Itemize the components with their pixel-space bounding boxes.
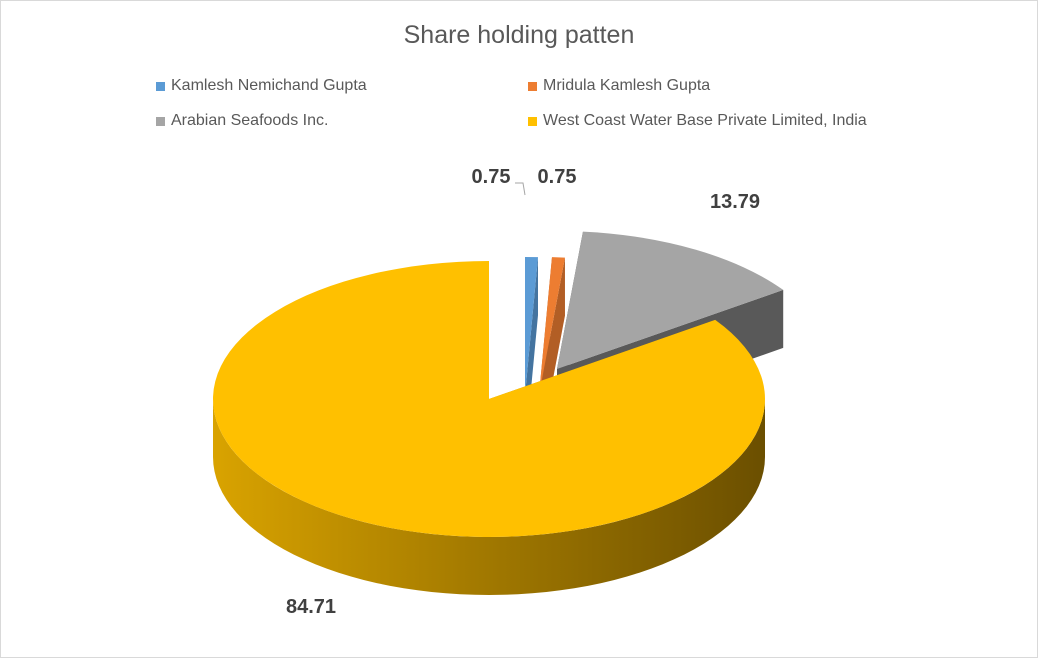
legend-item-kamlesh: Kamlesh Nemichand Gupta xyxy=(156,77,367,95)
legend-swatch-mridula xyxy=(528,81,537,91)
legend-label-mridula: Mridula Kamlesh Gupta xyxy=(543,77,711,94)
legend-item-mridula: Mridula Kamlesh Gupta xyxy=(528,77,710,95)
legend-label-arabian: Arabian Seafoods Inc. xyxy=(171,112,329,129)
slice-westcoast xyxy=(213,261,765,595)
data-label-westcoast: 84.71 xyxy=(286,596,336,618)
legend-label-kamlesh: Kamlesh Nemichand Gupta xyxy=(171,77,367,94)
slice-top-westcoast xyxy=(213,261,765,538)
data-label-mridula: 0.75 xyxy=(538,166,577,188)
slice-top-mridula xyxy=(539,257,565,395)
legend-item-arabian: Arabian Seafoods Inc. xyxy=(156,112,328,130)
data-label-arabian: 13.79 xyxy=(710,191,760,213)
slice-top-arabian xyxy=(557,231,784,369)
legend-swatch-kamlesh xyxy=(156,81,165,91)
legend-label-westcoast: West Coast Water Base Private Limited, I… xyxy=(543,112,867,129)
legend-swatch-westcoast xyxy=(528,116,537,126)
legend-swatch-arabian xyxy=(156,116,165,126)
legend-item-westcoast: West Coast Water Base Private Limited, I… xyxy=(528,112,867,130)
slice-top-kamlesh xyxy=(525,257,539,395)
legend: Kamlesh Nemichand Gupta Mridula Kamlesh … xyxy=(1,1,1037,141)
data-label-kamlesh: 0.75 xyxy=(472,166,511,188)
leader-line-kamlesh xyxy=(515,182,526,196)
chart-title: Share holding patten xyxy=(403,21,635,49)
slice-side-westcoast xyxy=(213,399,765,595)
